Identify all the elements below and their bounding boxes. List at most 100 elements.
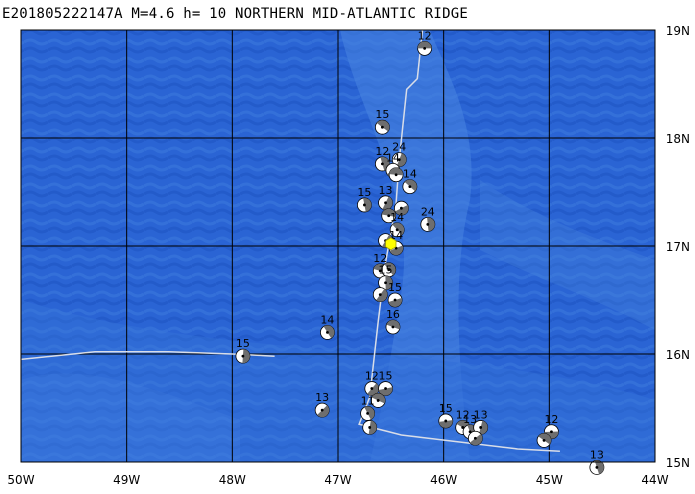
longitude-label: 50W: [7, 473, 34, 487]
depth-label: 13: [379, 184, 393, 197]
beachball-quadrant: [371, 393, 386, 404]
beachball-center: [394, 173, 398, 177]
beachball-center: [384, 201, 387, 205]
focal-mechanism: 15: [387, 281, 403, 308]
beachball-quadrant: [389, 245, 404, 256]
latitude-label: 16N: [666, 348, 690, 362]
map-frame: [20, 29, 656, 463]
main-event-marker: [385, 237, 397, 251]
depth-label: 15: [375, 108, 389, 121]
beachball-quadrant: [384, 262, 396, 276]
beachball-center: [380, 162, 384, 166]
graticule: [21, 30, 655, 462]
beachball-center: [542, 439, 546, 442]
beachball-center: [550, 430, 553, 434]
beachball-quadrant: [385, 275, 393, 290]
beachball-quadrant: [478, 420, 488, 435]
beachball-center: [595, 466, 599, 469]
depth-label: 14: [320, 313, 334, 326]
beachball-quadrant: [364, 406, 375, 420]
beachball-quadrant: [427, 217, 435, 232]
beachball-center: [384, 387, 387, 390]
beachball-quadrant: [382, 196, 393, 210]
focal-mechanism: 11: [360, 394, 375, 421]
beachball-center: [393, 298, 397, 302]
focal-mechanism: 13: [473, 408, 489, 435]
depth-label: 12: [365, 370, 379, 383]
beachball-quadrant: [378, 387, 393, 396]
beachball-center: [395, 228, 399, 232]
depth-label: 13: [463, 413, 477, 426]
focal-mechanism: [372, 287, 388, 303]
beachball-quadrant: [381, 208, 396, 217]
focal-mechanism: 12: [417, 29, 433, 56]
beachball-center: [370, 387, 374, 390]
beachball-quadrant: [376, 288, 388, 302]
beachball-quadrant: [388, 297, 403, 307]
depth-label: 15: [236, 337, 250, 350]
depth-label: 15: [379, 264, 393, 277]
focal-mechanism: [381, 208, 397, 224]
beachball-quadrant: [386, 320, 400, 330]
plate-boundary-line: [358, 30, 560, 452]
beachball-center: [384, 281, 387, 285]
longitude-label: 46W: [430, 473, 457, 487]
beachball-quadrant: [368, 420, 377, 435]
focal-mechanism: 15: [438, 402, 454, 429]
latitude-labels: 19N 18N 17N 16N 15N: [666, 24, 690, 470]
beachball-center: [444, 419, 448, 423]
focal-mechanism: 13: [378, 184, 393, 211]
focal-mechanism: [362, 420, 378, 435]
beachball-center: [461, 426, 465, 429]
depth-label: 24: [421, 205, 435, 218]
beachball-quadrant: [323, 325, 335, 339]
flank-shallow-zone: [480, 180, 655, 330]
beachball-quadrant: [363, 197, 372, 212]
focal-mechanism: [393, 200, 409, 216]
beachball-quadrant: [317, 405, 330, 418]
beachball-center: [397, 158, 401, 162]
latitude-label: 17N: [666, 240, 690, 254]
latitude-label: 19N: [666, 24, 690, 38]
focal-mechanism: 14: [320, 313, 335, 340]
focal-mechanism: 24: [420, 205, 436, 232]
longitude-labels: 50W 49W 48W 47W 46W 45W 44W: [7, 473, 668, 487]
depth-label: 14: [386, 151, 400, 164]
beachball-center: [366, 412, 369, 415]
beachball-quadrant: [242, 349, 250, 364]
longitude-label: 48W: [219, 473, 246, 487]
beachball-center: [408, 185, 412, 189]
beachball-center: [378, 269, 382, 273]
depth-label: 14: [403, 168, 417, 181]
beachball-center: [387, 268, 391, 272]
beachball-quadrant: [367, 383, 379, 396]
depth-label: 12: [375, 145, 389, 158]
focal-mechanism: [381, 262, 397, 278]
beachball-quadrant: [469, 433, 483, 446]
focal-mechanism: [467, 430, 483, 446]
southwest-shallow-zone: [21, 373, 240, 462]
depth-label: 12: [418, 29, 432, 42]
depth-label: 24: [392, 141, 406, 154]
depth-label: 12: [373, 252, 387, 265]
focal-mechanism: 14: [402, 168, 418, 195]
focal-mechanism: [388, 167, 404, 183]
beachball-center: [400, 206, 403, 210]
beachball-quadrant: [376, 120, 390, 132]
focal-mechanism: [370, 393, 386, 408]
beachball-center: [423, 46, 427, 50]
beachball-center: [479, 426, 483, 429]
focal-mechanism: 13: [589, 448, 605, 475]
longitude-label: 44W: [641, 473, 668, 487]
beachball-quadrant: [417, 41, 432, 49]
beachball-center: [473, 436, 477, 440]
main-event: [385, 237, 397, 251]
depth-label: 15: [439, 402, 453, 415]
beachball-center: [241, 354, 245, 358]
focal-mechanism: 15: [378, 370, 393, 396]
beachball-center: [363, 203, 366, 207]
focal-mechanism: 15: [378, 264, 393, 291]
beachball-center: [378, 293, 382, 296]
